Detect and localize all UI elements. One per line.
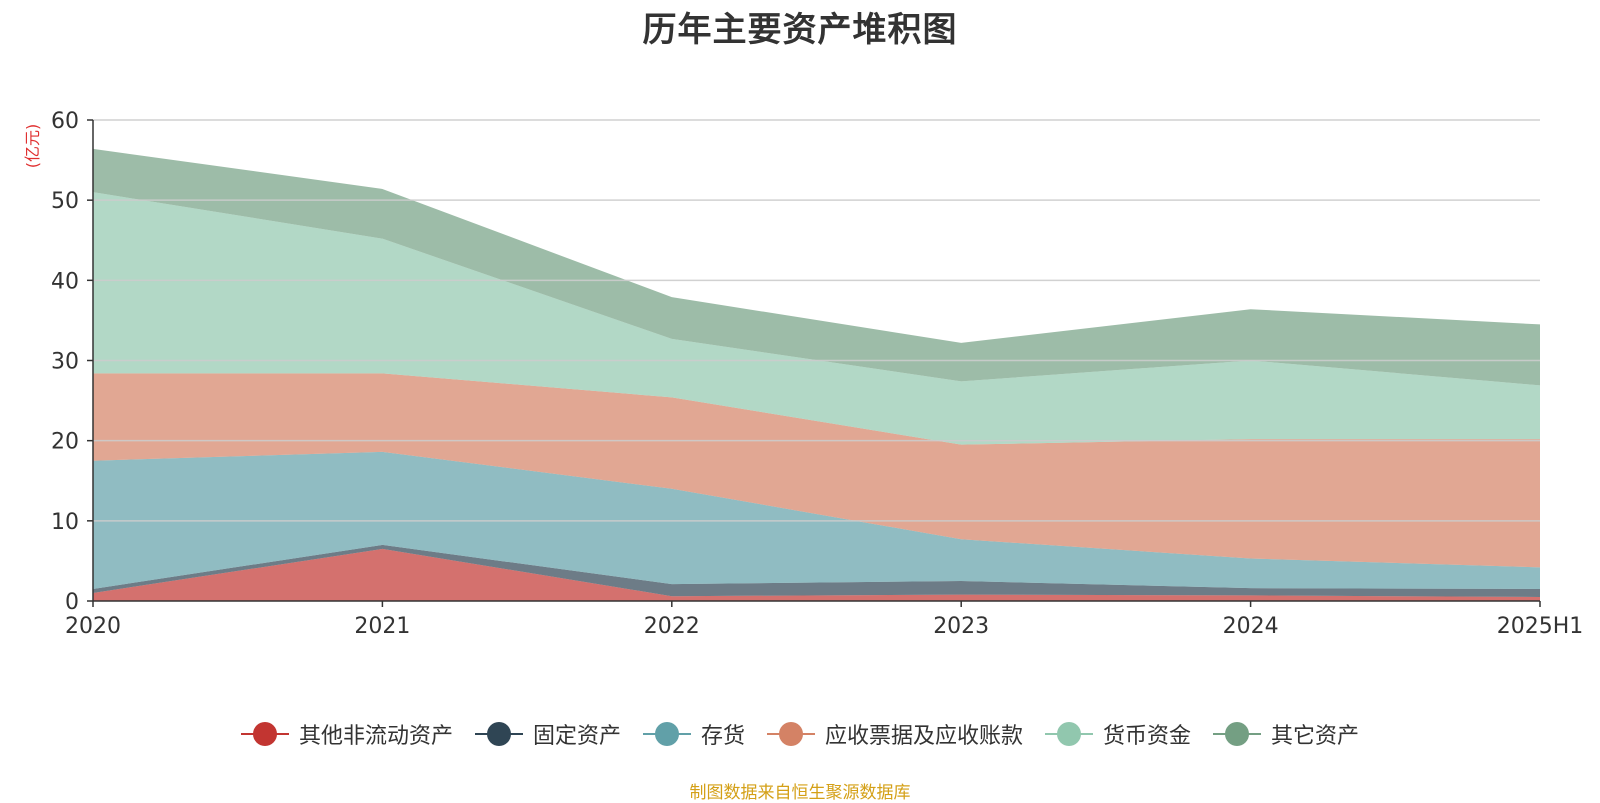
y-tick-label: 0 bbox=[65, 590, 79, 615]
area-series-5 bbox=[93, 192, 1540, 445]
area-series-1 bbox=[93, 548, 1540, 601]
legend-marker-icon bbox=[1045, 722, 1094, 746]
x-tick-label: 2022 bbox=[644, 614, 700, 639]
y-tick-label: 40 bbox=[51, 269, 79, 294]
legend-label: 存货 bbox=[700, 724, 745, 749]
area-series-4 bbox=[93, 373, 1540, 568]
y-tick-label: 10 bbox=[51, 510, 79, 535]
legend-item[interactable]: 其它资产 bbox=[1213, 718, 1359, 750]
area-series-6 bbox=[93, 148, 1540, 386]
chart-title: 历年主要资产堆积图 bbox=[642, 10, 958, 50]
legend-label: 货币资金 bbox=[1103, 724, 1192, 749]
x-tick-label: 2021 bbox=[354, 614, 410, 639]
area-series-2 bbox=[93, 544, 1540, 597]
source-note: 制图数据来自恒生聚源数据库 bbox=[689, 783, 911, 803]
legend-label: 应收票据及应收账款 bbox=[825, 724, 1024, 749]
x-tick-label: 2025H1 bbox=[1497, 614, 1584, 639]
x-tick-label: 2020 bbox=[65, 614, 121, 639]
chart-legend: 其他非流动资产 固定资产 存货 应收票据及应收账款 货币资金 其它资产 bbox=[0, 718, 1600, 750]
legend-item[interactable]: 固定资产 bbox=[474, 718, 621, 750]
legend-label: 固定资产 bbox=[532, 724, 621, 749]
legend-marker-icon bbox=[642, 722, 691, 746]
legend-marker-icon bbox=[1213, 722, 1262, 746]
legend-item[interactable]: 应收票据及应收账款 bbox=[767, 718, 1023, 750]
y-axis-label: (亿元) bbox=[23, 124, 42, 169]
legend-item[interactable]: 其他非流动资产 bbox=[240, 718, 453, 750]
legend-item[interactable]: 存货 bbox=[642, 718, 745, 750]
legend-item[interactable]: 货币资金 bbox=[1045, 718, 1191, 750]
legend-label: 其它资产 bbox=[1271, 724, 1360, 749]
x-tick-label: 2024 bbox=[1223, 614, 1279, 639]
legend-marker-icon bbox=[240, 722, 289, 746]
legend-marker-icon bbox=[474, 722, 523, 746]
legend-marker-icon bbox=[767, 722, 815, 746]
y-tick-label: 30 bbox=[51, 350, 79, 375]
y-tick-label: 50 bbox=[51, 189, 79, 214]
legend-label: 其他非流动资产 bbox=[298, 724, 453, 749]
y-tick-label: 20 bbox=[51, 430, 79, 455]
y-tick-label: 60 bbox=[51, 109, 79, 134]
x-tick-label: 2023 bbox=[933, 614, 989, 639]
